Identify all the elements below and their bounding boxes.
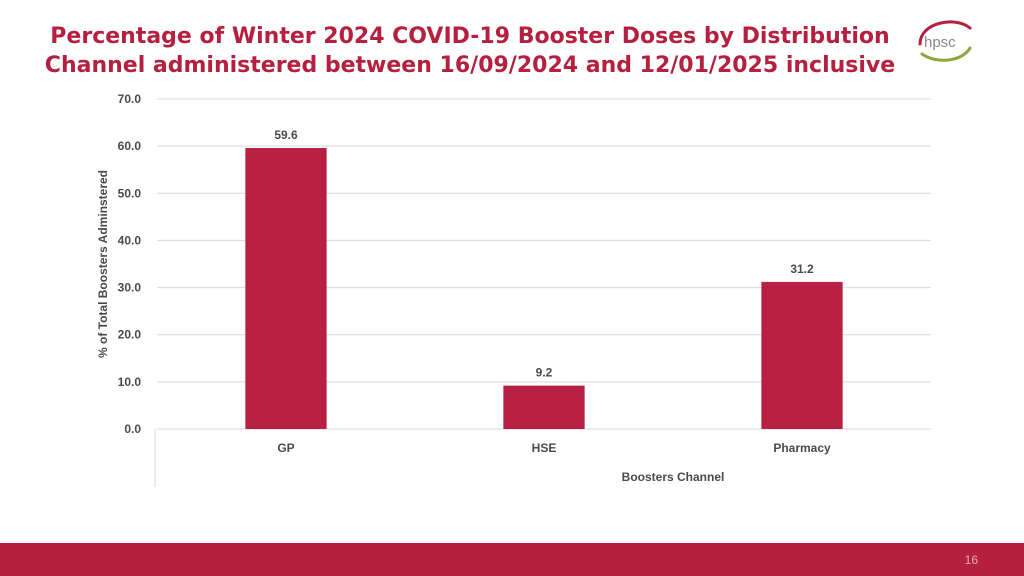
x-axis-label: Boosters Channel — [622, 470, 725, 484]
bars — [245, 148, 843, 429]
data-label-pharmacy: 31.2 — [790, 262, 814, 276]
chart-title: Percentage of Winter 2024 COVID-19 Boost… — [0, 22, 940, 80]
x-tick-label-gp: GP — [277, 441, 294, 455]
chart-title-line-2: Channel administered between 16/09/2024 … — [44, 53, 896, 78]
x-tick-label-pharmacy: Pharmacy — [773, 441, 831, 455]
hpsc-logo-text: hpsc — [924, 34, 956, 51]
footer-bar: 16 — [0, 543, 1024, 576]
y-tick-label: 0.0 — [124, 422, 141, 436]
x-tick-label-hse: HSE — [532, 441, 557, 455]
bar-hse — [503, 385, 585, 429]
data-label-gp: 59.6 — [274, 128, 298, 142]
page-number: 16 — [964, 553, 978, 567]
y-tick-label: 50.0 — [118, 186, 142, 200]
y-tick-label: 40.0 — [118, 233, 142, 247]
labels: 0.0 10.0 20.0 30.0 40.0 50.0 60.0 70.0 59.6 GP 9.2… — [118, 92, 831, 455]
bar-pharmacy — [761, 281, 843, 429]
hpsc-logo: hpsc — [912, 14, 976, 66]
y-tick-label: 70.0 — [118, 92, 142, 106]
hpsc-logo-swoosh-icon — [918, 20, 972, 62]
y-axis-label: % of Total Boosters Adminstered — [96, 170, 110, 358]
bar-chart: 0.0 10.0 20.0 30.0 40.0 50.0 60.0 70.0 59.6 GP 9.2… — [96, 92, 931, 487]
chart-title-line-1: Percentage of Winter 2024 COVID-19 Boost… — [50, 24, 890, 49]
y-tick-label: 30.0 — [118, 281, 142, 295]
y-tick-label: 20.0 — [118, 328, 142, 342]
y-tick-label: 60.0 — [118, 139, 142, 153]
y-tick-label: 10.0 — [118, 375, 142, 389]
data-label-hse: 9.2 — [536, 366, 553, 380]
bar-gp — [245, 148, 327, 429]
